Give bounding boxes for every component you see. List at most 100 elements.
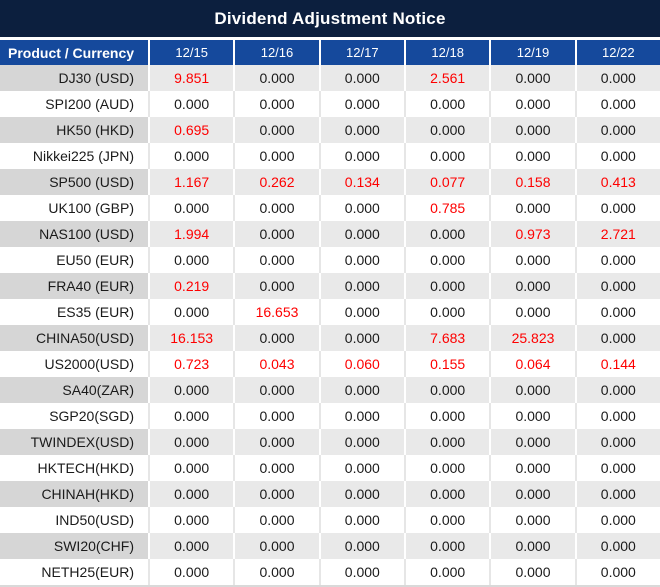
table-row: SPI200 (AUD) 0.000 0.000 0.000 0.000 0.000 0.0…	[0, 91, 660, 117]
table-row: EU50 (EUR) 0.000 0.000 0.000 0.000 0.000 0.000	[0, 247, 660, 273]
dividend-value-cell: 0.000	[233, 403, 319, 429]
product-label: SGP20(SGD)	[0, 403, 148, 429]
dividend-value-cell: 0.000	[233, 533, 319, 559]
product-label: NAS100 (USD)	[0, 221, 148, 247]
table-row: SGP20(SGD) 0.000 0.000 0.000 0.000 0.000 0.000	[0, 403, 660, 429]
dividend-value-cell: 0.043	[233, 351, 319, 377]
dividend-value-cell: 0.000	[233, 65, 319, 91]
dividend-value-cell: 16.153	[148, 325, 234, 351]
dividend-value-cell: 0.000	[148, 559, 234, 585]
table-row: NETH25(EUR) 0.000 0.000 0.000 0.000 0.000 0.00…	[0, 559, 660, 585]
dividend-value-cell: 0.000	[574, 143, 660, 169]
dividend-value-cell: 0.000	[489, 143, 575, 169]
dividend-value-cell: 0.000	[233, 455, 319, 481]
dividend-value-cell: 0.000	[233, 377, 319, 403]
dividend-value-cell: 0.000	[148, 429, 234, 455]
dividend-value-cell: 0.000	[148, 533, 234, 559]
table-row: CHINA50(USD) 16.153 0.000 0.000 7.683 25.823 0…	[0, 325, 660, 351]
dividend-value-cell: 0.000	[233, 91, 319, 117]
dividend-value-cell: 0.000	[318, 65, 404, 91]
table-row: SWI20(CHF) 0.000 0.000 0.000 0.000 0.000 0.000	[0, 533, 660, 559]
dividend-value-cell: 0.134	[318, 169, 404, 195]
product-label: CHINAH(HKD)	[0, 481, 148, 507]
table-row: DJ30 (USD) 9.851 0.000 0.000 2.561 0.000 0.000	[0, 65, 660, 91]
dividend-value-cell: 25.823	[489, 325, 575, 351]
product-label: HK50 (HKD)	[0, 117, 148, 143]
product-label: US2000(USD)	[0, 351, 148, 377]
dividend-value-cell: 0.000	[404, 429, 490, 455]
dividend-value-cell: 0.000	[404, 559, 490, 585]
dividend-value-cell: 0.000	[233, 429, 319, 455]
product-label: UK100 (GBP)	[0, 195, 148, 221]
dividend-value-cell: 0.000	[574, 455, 660, 481]
dividend-value-cell: 0.000	[489, 117, 575, 143]
dividend-value-cell: 2.721	[574, 221, 660, 247]
dividend-value-cell: 0.000	[574, 325, 660, 351]
date-column-header: 12/17	[318, 40, 404, 65]
product-label: NETH25(EUR)	[0, 559, 148, 585]
dividend-value-cell: 0.000	[233, 143, 319, 169]
dividend-value-cell: 0.000	[233, 247, 319, 273]
product-label: IND50(USD)	[0, 507, 148, 533]
dividend-value-cell: 0.000	[318, 299, 404, 325]
dividend-value-cell: 0.000	[574, 533, 660, 559]
table-row: NAS100 (USD) 1.994 0.000 0.000 0.000 0.973 2.7…	[0, 221, 660, 247]
dividend-value-cell: 0.000	[404, 91, 490, 117]
table-row: Nikkei225 (JPN) 0.000 0.000 0.000 0.000 0.000…	[0, 143, 660, 169]
dividend-value-cell: 0.000	[489, 195, 575, 221]
dividend-value-cell: 0.000	[148, 247, 234, 273]
dividend-value-cell: 0.000	[148, 481, 234, 507]
dividend-value-cell: 0.000	[148, 143, 234, 169]
dividend-value-cell: 0.000	[404, 481, 490, 507]
dividend-value-cell: 0.000	[574, 91, 660, 117]
dividend-value-cell: 0.219	[148, 273, 234, 299]
dividend-value-cell: 0.000	[318, 429, 404, 455]
dividend-value-cell: 0.000	[404, 533, 490, 559]
dividend-value-cell: 0.000	[574, 195, 660, 221]
dividend-value-cell: 0.000	[574, 507, 660, 533]
product-label: CHINA50(USD)	[0, 325, 148, 351]
date-column-header: 12/18	[404, 40, 489, 65]
date-column-header: 12/19	[489, 40, 574, 65]
table-row: IND50(USD) 0.000 0.000 0.000 0.000 0.000 0.000	[0, 507, 660, 533]
dividend-value-cell: 0.000	[574, 377, 660, 403]
dividend-value-cell: 0.000	[404, 221, 490, 247]
dividend-value-cell: 0.000	[148, 455, 234, 481]
dividend-value-cell: 0.000	[318, 221, 404, 247]
table-row: SP500 (USD) 1.167 0.262 0.134 0.077 0.158 0.41…	[0, 169, 660, 195]
dividend-value-cell: 0.973	[489, 221, 575, 247]
dividend-value-cell: 0.000	[404, 143, 490, 169]
table-row: ES35 (EUR) 0.000 16.653 0.000 0.000 0.000 0.00…	[0, 299, 660, 325]
date-column-header: 12/16	[233, 40, 318, 65]
table-header-row: Product / Currency 12/15 12/16 12/17 12/…	[0, 40, 660, 65]
dividend-value-cell: 0.000	[404, 299, 490, 325]
dividend-value-cell: 0.785	[404, 195, 490, 221]
dividend-value-cell: 16.653	[233, 299, 319, 325]
title-bar: Dividend Adjustment Notice	[0, 0, 660, 37]
dividend-value-cell: 0.000	[404, 377, 490, 403]
table-row: CHINAH(HKD) 0.000 0.000 0.000 0.000 0.000 0.00…	[0, 481, 660, 507]
dividend-value-cell: 9.851	[148, 65, 234, 91]
date-column-header: 12/22	[574, 40, 660, 65]
dividend-value-cell: 0.262	[233, 169, 319, 195]
dividend-value-cell: 0.000	[574, 273, 660, 299]
dividend-value-cell: 0.000	[574, 429, 660, 455]
dividend-value-cell: 0.000	[233, 325, 319, 351]
dividend-value-cell: 0.000	[318, 533, 404, 559]
dividend-value-cell: 0.000	[318, 91, 404, 117]
dividend-value-cell: 0.000	[148, 507, 234, 533]
dividend-value-cell: 0.723	[148, 351, 234, 377]
product-label: SP500 (USD)	[0, 169, 148, 195]
table-row: SA40(ZAR) 0.000 0.000 0.000 0.000 0.000 0.000	[0, 377, 660, 403]
dividend-value-cell: 0.000	[318, 143, 404, 169]
product-label: TWINDEX(USD)	[0, 429, 148, 455]
dividend-value-cell: 0.000	[233, 273, 319, 299]
dividend-value-cell: 0.695	[148, 117, 234, 143]
dividend-value-cell: 0.000	[489, 299, 575, 325]
product-label: SPI200 (AUD)	[0, 91, 148, 117]
dividend-value-cell: 0.000	[574, 299, 660, 325]
product-label: SWI20(CHF)	[0, 533, 148, 559]
dividend-value-cell: 0.000	[318, 325, 404, 351]
dividend-value-cell: 0.000	[574, 403, 660, 429]
